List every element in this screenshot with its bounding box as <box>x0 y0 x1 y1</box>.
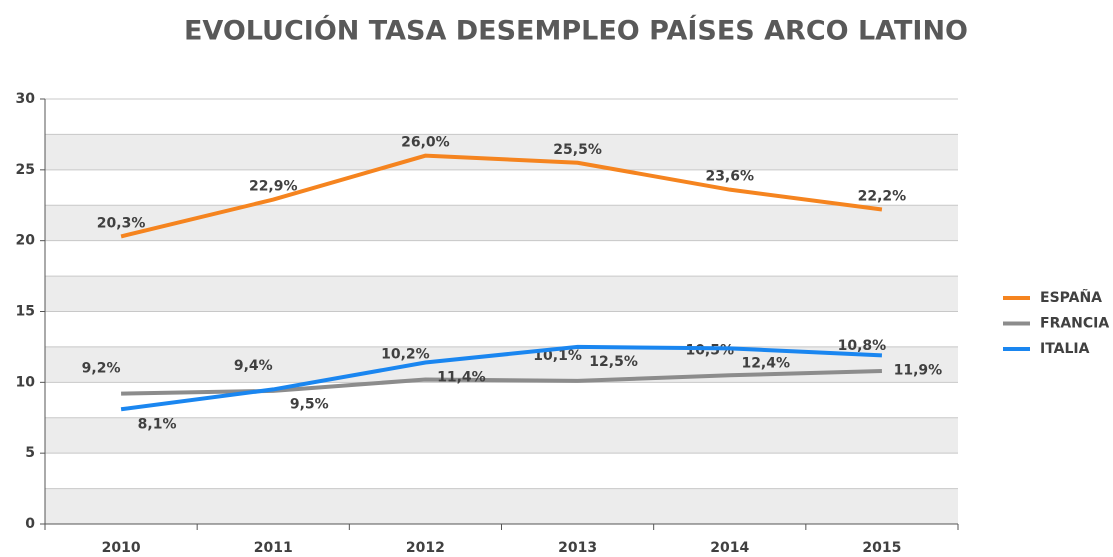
legend-label: FRANCIA <box>1040 316 1109 332</box>
line <box>120 153 883 239</box>
data-label: 9,5% <box>290 396 329 412</box>
x-tick-label: 2015 <box>862 540 901 556</box>
data-label: 26,0% <box>401 135 450 151</box>
grid-band <box>45 205 958 241</box>
y-tick-label: 30 <box>16 91 36 107</box>
data-label: 8,1% <box>138 416 177 432</box>
legend-label: ESPAÑA <box>1040 289 1102 306</box>
y-tick-label: 25 <box>16 162 35 178</box>
data-label: 20,3% <box>97 215 146 231</box>
data-label: 10,2% <box>381 347 430 363</box>
data-label: 22,9% <box>249 179 298 195</box>
legend-label: ITALIA <box>1040 341 1090 357</box>
data-label: 12,4% <box>741 355 790 371</box>
data-label: 11,9% <box>894 362 943 378</box>
grid-band <box>45 134 958 170</box>
data-label: 25,5% <box>553 142 602 158</box>
x-tick-label: 2013 <box>558 540 597 556</box>
y-tick-label: 15 <box>16 304 35 320</box>
y-tick-label: 5 <box>25 445 35 461</box>
y-tick-label: 20 <box>16 233 36 249</box>
y-tick-label: 0 <box>25 516 35 532</box>
grid-band <box>45 488 958 524</box>
grid-band <box>45 417 958 454</box>
line <box>120 344 883 412</box>
chart-title: EVOLUCIÓN TASA DESEMPLEO PAÍSES ARCO LAT… <box>184 15 968 47</box>
data-label: 10,8% <box>838 338 887 354</box>
x-tick-label: 2014 <box>710 540 749 556</box>
data-label: 22,2% <box>858 189 907 205</box>
data-label: 12,5% <box>589 354 638 370</box>
x-tick-label: 2010 <box>102 540 141 556</box>
x-tick-label: 2011 <box>254 540 293 556</box>
y-tick-label: 10 <box>16 374 36 390</box>
data-label: 11,4% <box>437 370 486 386</box>
x-tick-label: 2012 <box>406 540 445 556</box>
data-label: 23,6% <box>705 169 754 185</box>
data-label: 9,2% <box>82 361 121 377</box>
data-label: 9,4% <box>234 358 273 374</box>
grid-band <box>45 276 958 312</box>
